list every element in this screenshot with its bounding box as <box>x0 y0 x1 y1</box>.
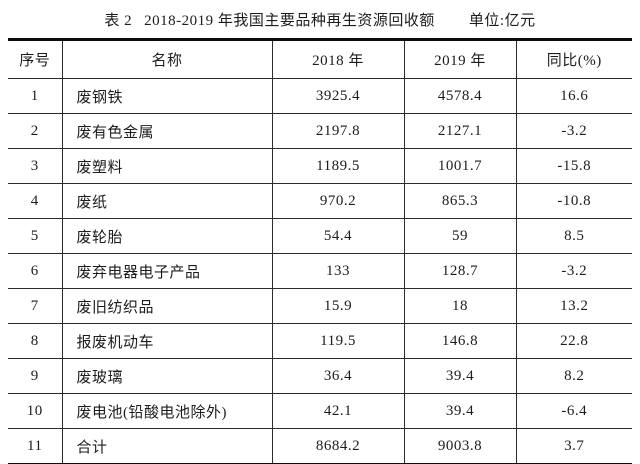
table-row: 5 废轮胎 54.4 59 8.5 <box>8 218 632 254</box>
table-header: 序号 名称 2018 年 2019 年 同比(%) <box>8 39 632 79</box>
table-row: 11 合计 8684.2 9003.8 3.7 <box>8 428 632 464</box>
item-name: 废旧纺织品 <box>61 288 272 324</box>
col-header-no: 序号 <box>8 39 62 79</box>
yoy-value: 13.2 <box>515 288 632 324</box>
yoy-value: 22.8 <box>515 323 632 359</box>
value-2019: 39.4 <box>403 358 516 394</box>
item-name: 废有色金属 <box>61 113 272 149</box>
value-2018: 36.4 <box>271 358 404 394</box>
value-2018: 2197.8 <box>271 113 404 149</box>
table-row: 10 废电池(铅酸电池除外) 42.1 39.4 -6.4 <box>8 393 632 429</box>
row-number: 10 <box>8 393 62 429</box>
col-header-2018: 2018 年 <box>271 39 404 79</box>
item-name: 废纸 <box>61 183 272 219</box>
value-2019: 18 <box>403 288 516 324</box>
row-number: 6 <box>8 253 62 289</box>
table-row: 7 废旧纺织品 15.9 18 13.2 <box>8 288 632 324</box>
item-name: 废塑料 <box>61 148 272 184</box>
item-name: 废钢铁 <box>61 78 272 114</box>
row-number: 8 <box>8 323 62 359</box>
table-title: 2018-2019 年我国主要品种再生资源回收额 <box>144 13 435 29</box>
value-2018: 970.2 <box>271 183 404 219</box>
value-2018: 8684.2 <box>271 428 404 464</box>
yoy-value: -6.4 <box>515 393 632 429</box>
table-row: 4 废纸 970.2 865.3 -10.8 <box>8 183 632 219</box>
value-2019: 865.3 <box>403 183 516 219</box>
unit-label: 单位:亿元 <box>468 13 536 29</box>
value-2018: 15.9 <box>271 288 404 324</box>
header-row: 序号 名称 2018 年 2019 年 同比(%) <box>8 39 632 79</box>
table-row: 2 废有色金属 2197.8 2127.1 -3.2 <box>8 113 632 149</box>
value-2019: 128.7 <box>403 253 516 289</box>
value-2019: 4578.4 <box>403 78 516 114</box>
yoy-value: 8.5 <box>515 218 632 254</box>
value-2019: 1001.7 <box>403 148 516 184</box>
item-name: 废轮胎 <box>61 218 272 254</box>
yoy-value: 8.2 <box>515 358 632 394</box>
table-row: 8 报废机动车 119.5 146.8 22.8 <box>8 323 632 359</box>
item-name: 废玻璃 <box>61 358 272 394</box>
row-number: 2 <box>8 113 62 149</box>
yoy-value: 16.6 <box>515 78 632 114</box>
value-2018: 119.5 <box>271 323 404 359</box>
yoy-value: -10.8 <box>515 183 632 219</box>
data-table: 序号 名称 2018 年 2019 年 同比(%) 1 废钢铁 3925.4 4578… <box>8 38 632 464</box>
table-number-label: 表 2 <box>104 13 133 29</box>
row-number: 9 <box>8 358 62 394</box>
row-number: 7 <box>8 288 62 324</box>
item-name: 废弃电器电子产品 <box>61 253 272 289</box>
item-name: 合计 <box>61 428 272 464</box>
table-row: 1 废钢铁 3925.4 4578.4 16.6 <box>8 78 632 114</box>
yoy-value: -3.2 <box>515 113 632 149</box>
col-header-yoy: 同比(%) <box>515 39 632 79</box>
value-2018: 1189.5 <box>271 148 404 184</box>
value-2019: 9003.8 <box>403 428 516 464</box>
row-number: 4 <box>8 183 62 219</box>
table-row: 9 废玻璃 36.4 39.4 8.2 <box>8 358 632 394</box>
row-number: 1 <box>8 78 62 114</box>
row-number: 11 <box>27 437 43 454</box>
col-header-name: 名称 <box>61 39 272 79</box>
yoy-value: 3.7 <box>515 428 632 464</box>
value-2018: 3925.4 <box>271 78 404 114</box>
value-2019: 39.4 <box>403 393 516 429</box>
table-caption: 表 2 2018-2019 年我国主要品种再生资源回收额 单位:亿元 <box>0 0 640 30</box>
value-2019: 2127.1 <box>403 113 516 149</box>
table-row: 3 废塑料 1189.5 1001.7 -15.8 <box>8 148 632 184</box>
table-body: 1 废钢铁 3925.4 4578.4 16.6 2 废有色金属 2197.8 2127.1 -3… <box>8 78 632 464</box>
item-name: 废电池(铅酸电池除外) <box>61 393 272 429</box>
row-number: 5 <box>8 218 62 254</box>
row-number: 3 <box>8 148 62 184</box>
yoy-value: -15.8 <box>515 148 632 184</box>
table-row: 6 废弃电器电子产品 133 128.7 -3.2 <box>8 253 632 289</box>
col-header-2019: 2019 年 <box>403 39 516 79</box>
value-2018: 133 <box>271 253 404 289</box>
yoy-value: -3.2 <box>515 253 632 289</box>
value-2018: 42.1 <box>271 393 404 429</box>
value-2018: 54.4 <box>271 218 404 254</box>
item-name: 报废机动车 <box>61 323 272 359</box>
value-2019: 59 <box>403 218 516 254</box>
value-2019: 146.8 <box>403 323 516 359</box>
